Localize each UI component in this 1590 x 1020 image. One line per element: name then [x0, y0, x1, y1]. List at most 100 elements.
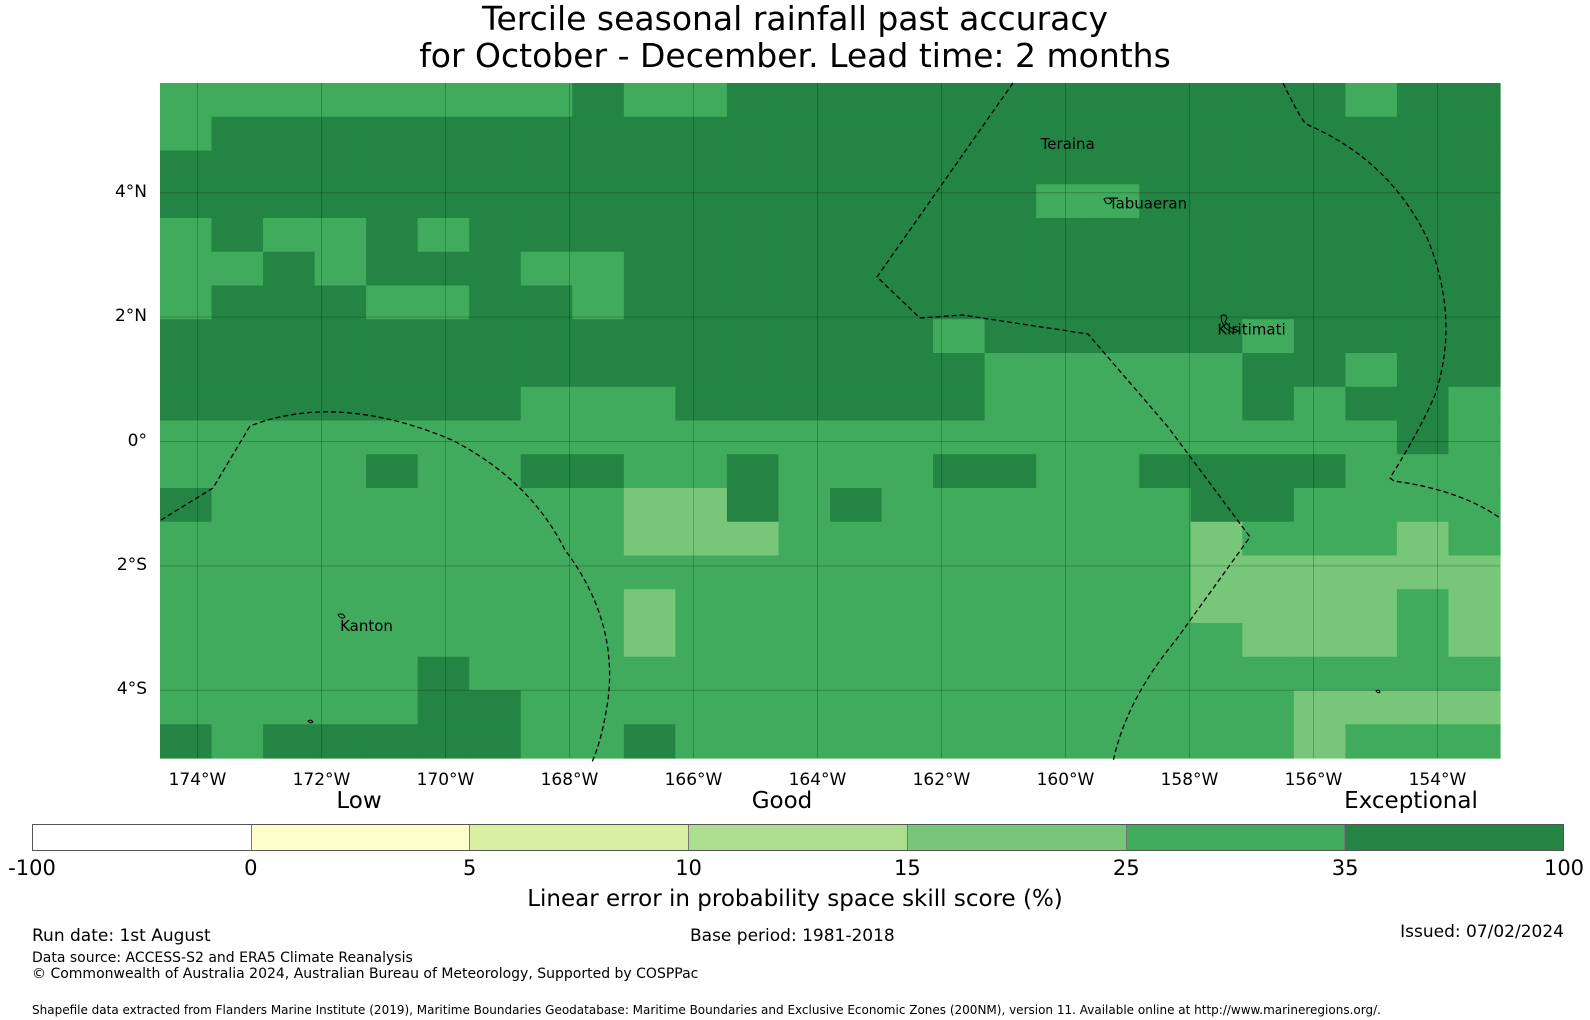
skill-cell: [830, 555, 883, 590]
skill-cell: [1345, 353, 1398, 388]
skill-cell: [1139, 623, 1192, 658]
skill-cell: [263, 319, 316, 354]
skill-cell: [830, 218, 883, 253]
graticule: [160, 83, 1500, 758]
skill-cell: [778, 454, 831, 489]
skill-cell: [1139, 285, 1192, 320]
skill-cell: [778, 521, 831, 557]
skill-cell: [417, 555, 470, 590]
skill-cell: [881, 724, 934, 759]
skill-cell: [675, 386, 728, 422]
skill-cell: [726, 150, 780, 185]
skill-cell: [933, 218, 986, 253]
longitude-label: 162°W: [912, 770, 971, 790]
skill-cell: [1345, 454, 1398, 489]
skill-cell: [520, 319, 573, 354]
skill-cell: [211, 319, 264, 354]
latitude-label: 2°N: [114, 306, 147, 327]
skill-cell: [417, 454, 470, 489]
skill-cell: [417, 218, 470, 253]
skill-cell: [160, 251, 213, 287]
skill-cell: [623, 353, 676, 388]
skill-cell: [1087, 184, 1140, 219]
skill-cell: [1087, 623, 1140, 658]
skill-cell: [1293, 420, 1346, 455]
skill-cell: [1448, 218, 1501, 253]
skill-cell: [778, 589, 831, 624]
skill-cell: [1242, 656, 1295, 692]
skill-cell: [1293, 150, 1346, 185]
data-source: Data source: ACCESS-S2 and ERA5 Climate …: [32, 950, 413, 966]
skill-cell: [881, 386, 934, 422]
skill-cell: [417, 420, 470, 455]
skill-cell: [1036, 150, 1089, 185]
longitude-label: 156°W: [1284, 770, 1343, 790]
skill-cell: [469, 386, 522, 422]
skill-cell: [984, 116, 1037, 152]
skill-cell: [366, 116, 419, 152]
skill-cell: [1036, 116, 1089, 152]
skill-cell: [675, 319, 728, 354]
skill-cell: [623, 184, 676, 219]
skill-cell: [366, 285, 419, 320]
skill-cell: [1448, 116, 1501, 152]
skill-cell: [933, 690, 986, 725]
skill-cell: [520, 724, 573, 759]
skill-cell: [1396, 251, 1450, 287]
colorbar-tick-label: -100: [8, 856, 56, 880]
skill-cell: [572, 116, 625, 152]
skill-cell: [881, 420, 934, 455]
skill-cell: [1345, 589, 1398, 624]
skill-cell: [1139, 319, 1192, 354]
skill-cell: [314, 150, 367, 185]
skill-cell: [469, 623, 522, 658]
skill-cell: [1293, 589, 1346, 624]
run-date: Run date: 1st August: [32, 926, 211, 946]
skill-cell: [726, 488, 780, 523]
skill-cell: [1293, 116, 1346, 152]
skill-cell: [211, 386, 264, 422]
skill-cell: [1190, 521, 1243, 557]
skill-cell: [1036, 488, 1089, 523]
skill-cell: [1139, 251, 1192, 287]
skill-cell: [417, 521, 470, 557]
skill-cell: [160, 83, 213, 118]
skill-cell: [160, 386, 213, 422]
skill-cell: [211, 285, 264, 320]
skill-cell: [469, 690, 522, 725]
longitude-label: 166°W: [664, 770, 723, 790]
skill-cell: [726, 589, 780, 624]
skill-cell: [726, 555, 780, 590]
skill-cell: [623, 83, 676, 118]
skill-cell: [160, 589, 213, 624]
skill-cell: [1036, 724, 1089, 759]
skill-cell: [1345, 150, 1398, 185]
skill-cell: [1345, 656, 1398, 692]
skill-cell: [984, 656, 1037, 692]
skill-cell: [726, 420, 780, 455]
skill-cell: [469, 184, 522, 219]
skill-cell: [1190, 724, 1243, 759]
skill-cell: [984, 386, 1037, 422]
skill-cell: [417, 285, 470, 320]
skill-cell: [881, 353, 934, 388]
skill-cell: [469, 656, 522, 692]
skill-cell: [933, 386, 986, 422]
skill-cell: [1396, 218, 1450, 253]
skill-cell: [1396, 488, 1450, 523]
skill-cell: [1345, 386, 1398, 422]
skill-cell: [778, 353, 831, 388]
skill-cell: [469, 319, 522, 354]
skill-cell: [1139, 218, 1192, 253]
skill-cell: [778, 555, 831, 590]
skill-cell: [623, 623, 676, 658]
skill-cell: [984, 319, 1037, 354]
skill-cell: [314, 218, 367, 253]
skill-cell: [263, 386, 316, 422]
skill-cell: [160, 690, 213, 725]
skill-cell: [1242, 116, 1295, 152]
skill-cell: [1190, 184, 1243, 219]
skill-cell: [520, 420, 573, 455]
skill-cell: [160, 724, 213, 759]
skill-cell: [520, 623, 573, 658]
